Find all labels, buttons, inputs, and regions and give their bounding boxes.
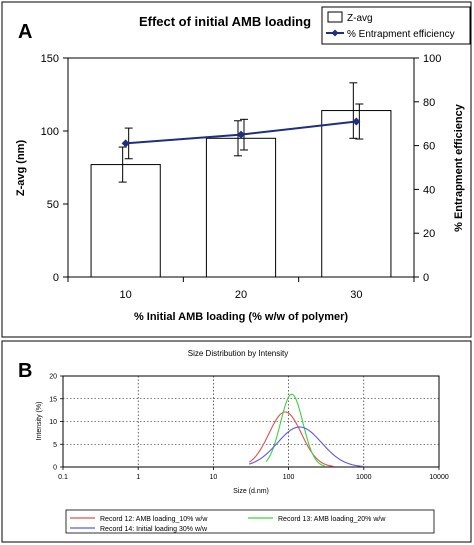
legend-ee-swatch-marker — [331, 29, 339, 37]
panel-a-y2label: % Entrapment efficiency — [453, 103, 465, 232]
panel-a-xtick-label: 30 — [350, 289, 362, 301]
panel-a-ytick-label: 0 — [53, 272, 59, 284]
panel-b-ylabel: Intensity (%) — [36, 402, 43, 441]
panel-a-ee-line — [121, 103, 364, 160]
panel-a-legend-box — [321, 6, 471, 45]
panel-b-legend: Record 12: AMB loading_10% w/w Record 13… — [65, 509, 435, 534]
legend-record12-label: Record 12: AMB loading_10% w/w — [100, 516, 208, 523]
panel-b-xtick-label: 1000 — [356, 474, 372, 481]
panel-a-xlabel: % Initial AMB loading (% w/w of polymer) — [134, 311, 348, 323]
panel-a-bars — [90, 82, 392, 278]
legend-record13-label: Record 13: AMB loading_20% w/w — [278, 516, 386, 523]
panel-a-ylabel: Z-avg (nm) — [15, 140, 27, 197]
panel-a-label: A — [18, 21, 32, 43]
size-distribution-curve — [248, 411, 334, 467]
panel-b-xtick-label: 0.1 — [58, 474, 68, 481]
panel-a: A Effect of initial AMB loading Z-avg (n… — [1, 1, 472, 338]
panel-b: B Size Distribution by Intensity 0 5 10 15 2… — [1, 340, 472, 543]
panel-b-ytick-label: 10 — [49, 419, 57, 426]
panel-b-title: Size Distribution by Intensity — [188, 349, 289, 358]
ee-point — [121, 139, 130, 148]
ee-point — [237, 130, 245, 139]
panel-a-y2tick-label: 60 — [423, 141, 435, 153]
panel-b-curves — [248, 393, 364, 467]
panel-b-xtick-label: 100 — [283, 474, 295, 481]
panel-b-legend-box — [65, 509, 435, 534]
size-distribution-curve — [249, 426, 364, 467]
panel-a-y2tick-label: 40 — [423, 184, 435, 196]
panel-a-y2tick-label: 0 — [423, 272, 429, 284]
panel-a-xtick-label: 10 — [120, 289, 132, 301]
panel-b-ytick-label: 0 — [53, 465, 57, 472]
panel-b-grid — [63, 376, 439, 467]
legend-record14-label: Record 14: Initial loading 30% w/w — [100, 526, 208, 533]
panel-b-ticks: 0 5 10 15 20 0.1 1 10 100 1000 10000 — [49, 374, 449, 482]
panel-b-label: B — [18, 360, 32, 382]
panel-a-xtick-label: 20 — [235, 289, 247, 301]
zavg-bar — [321, 110, 392, 278]
panel-b-xtick-label: 10000 — [429, 474, 449, 481]
panel-b-ytick-label: 5 — [53, 442, 57, 449]
panel-a-title: Effect of initial AMB loading — [139, 14, 311, 29]
legend-zavg-swatch — [327, 11, 343, 23]
panel-a-y2tick-label: 80 — [423, 97, 435, 109]
panel-b-ytick-label: 20 — [49, 374, 57, 381]
panel-a-ytick-label: 100 — [41, 126, 59, 138]
panel-a-legend: Z-avg % Entrapment efficiency — [321, 6, 471, 45]
panel-a-y2tick-label: 20 — [423, 228, 435, 240]
panel-b-xtick-label: 10 — [210, 474, 218, 481]
ee-point — [352, 117, 361, 126]
panel-a-ytick-label: 50 — [47, 199, 59, 211]
panel-a-y2tick-label: 100 — [423, 53, 441, 65]
size-distribution-curve — [265, 393, 325, 467]
panel-a-ticks: 0 50 100 150 0 20 40 60 80 100 10 20 30 — [41, 53, 442, 301]
legend-zavg-label: Z-avg — [347, 13, 373, 24]
panel-b-xlabel: Size (d.nm) — [233, 488, 269, 495]
panel-b-xtick-label: 1 — [136, 474, 140, 481]
panel-a-ytick-label: 150 — [41, 53, 59, 65]
zavg-bar — [90, 164, 161, 278]
panel-b-ytick-label: 15 — [49, 396, 57, 403]
zavg-bar — [205, 137, 277, 278]
legend-ee-label: % Entrapment efficiency — [347, 29, 455, 40]
panel-b-plot-area — [62, 375, 440, 468]
